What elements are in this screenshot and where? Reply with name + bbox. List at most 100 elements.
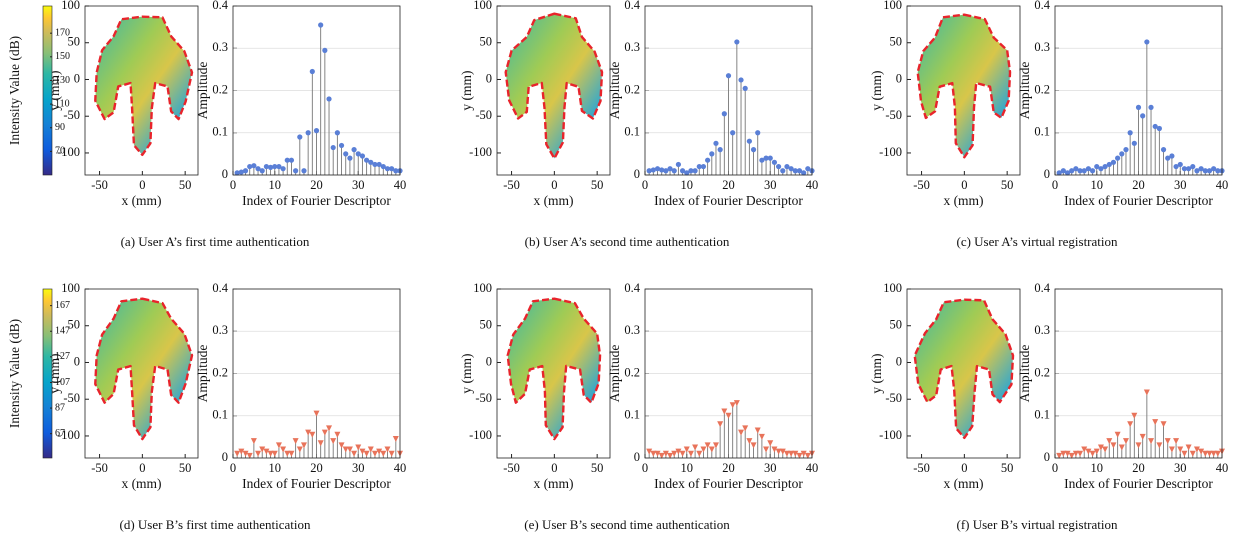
x-tick-label: 10 — [681, 461, 694, 475]
marker — [1119, 151, 1125, 157]
marker — [667, 166, 673, 172]
marker — [1106, 161, 1112, 168]
marker — [326, 425, 333, 432]
y-axis-label: y (mm) — [869, 353, 884, 393]
marker — [1160, 421, 1167, 428]
x-tick-label: 0 — [961, 178, 967, 192]
y-tick-label: 0.2 — [624, 82, 640, 96]
caption: (f) User B’s virtual registration — [956, 517, 1118, 532]
marker — [776, 163, 782, 170]
marker — [1122, 438, 1129, 445]
marker — [1102, 163, 1108, 170]
marker — [238, 169, 244, 175]
marker — [338, 442, 345, 449]
marker — [288, 157, 295, 163]
y-tick-label: 50 — [68, 318, 81, 332]
y-tick-label: 0.4 — [212, 281, 228, 295]
y-axis-label: y (mm) — [869, 70, 884, 110]
marker — [263, 448, 270, 455]
marker — [1060, 168, 1066, 174]
marker — [380, 163, 386, 170]
marker — [330, 144, 336, 151]
y-tick-label: 0.3 — [624, 323, 640, 337]
colorbar-tick-label: 90 — [55, 122, 65, 133]
marker — [1135, 442, 1142, 449]
marker — [1106, 438, 1113, 445]
marker — [1144, 39, 1150, 45]
marker — [646, 448, 653, 455]
marker — [255, 450, 262, 457]
marker — [679, 168, 686, 174]
marker — [659, 167, 665, 173]
marker — [746, 438, 753, 445]
marker — [292, 438, 299, 445]
axes-frame — [644, 288, 813, 459]
x-tick-label: 40 — [394, 178, 407, 192]
marker — [696, 163, 702, 170]
x-axis-label: x (mm) — [121, 476, 161, 491]
marker — [712, 442, 719, 449]
marker — [318, 22, 324, 28]
y-tick-label: -50 — [885, 108, 902, 122]
marker — [1131, 140, 1137, 146]
y-tick-label: 0 — [896, 71, 902, 85]
marker — [1056, 170, 1062, 176]
marker — [1156, 442, 1163, 449]
marker — [708, 446, 715, 453]
marker — [1073, 166, 1079, 172]
marker — [1064, 170, 1071, 176]
marker — [1198, 448, 1205, 455]
y-tick-label: 0.4 — [1034, 281, 1050, 295]
y-tick-label: 0.3 — [212, 323, 228, 337]
marker — [271, 450, 278, 457]
marker — [1168, 446, 1175, 453]
marker — [1164, 438, 1171, 445]
y-axis-label: y (mm) — [459, 353, 474, 393]
x-tick-label: 20 — [722, 178, 735, 192]
marker — [276, 163, 282, 170]
marker — [763, 155, 769, 161]
marker — [371, 450, 378, 457]
marker — [713, 140, 719, 146]
y-tick-label: -100 — [469, 428, 492, 442]
marker — [313, 128, 320, 134]
marker — [721, 111, 727, 117]
marker — [1181, 450, 1188, 457]
marker — [1077, 450, 1084, 457]
y-tick-label: 0.1 — [212, 125, 228, 139]
marker — [1165, 155, 1171, 161]
marker — [796, 168, 803, 174]
x-tick-label: 50 — [179, 178, 192, 192]
colorbar-tick-label: 87 — [55, 402, 65, 413]
x-tick-label: 30 — [1174, 178, 1187, 192]
marker — [351, 147, 357, 153]
x-tick-label: 50 — [591, 461, 604, 475]
marker — [384, 446, 391, 453]
marker — [346, 446, 353, 453]
marker — [267, 164, 274, 170]
y-axis-label: y (mm) — [459, 70, 474, 110]
x-tick-label: 10 — [269, 178, 282, 192]
y-tick-label: 0.3 — [624, 40, 640, 54]
marker — [280, 446, 287, 453]
colorbar-tick-label: 170 — [55, 27, 70, 38]
y-tick-label: -50 — [63, 108, 80, 122]
marker — [667, 452, 674, 459]
y-axis-label: Amplitude — [1017, 345, 1032, 403]
heatmap-region — [913, 298, 1015, 440]
x-axis-label: x (mm) — [943, 476, 983, 491]
marker — [750, 442, 757, 449]
marker — [646, 168, 652, 174]
marker — [1152, 419, 1159, 426]
axes-frame — [906, 5, 1021, 176]
heatmap-region — [504, 12, 604, 160]
marker — [384, 166, 391, 172]
marker — [342, 446, 349, 453]
y-tick-label: 0.3 — [212, 40, 228, 54]
axes-frame — [1054, 288, 1223, 459]
y-tick-label: 0.4 — [212, 0, 228, 12]
y-tick-label: -100 — [879, 428, 902, 442]
marker — [284, 450, 291, 457]
marker — [783, 450, 790, 457]
marker — [788, 166, 794, 172]
